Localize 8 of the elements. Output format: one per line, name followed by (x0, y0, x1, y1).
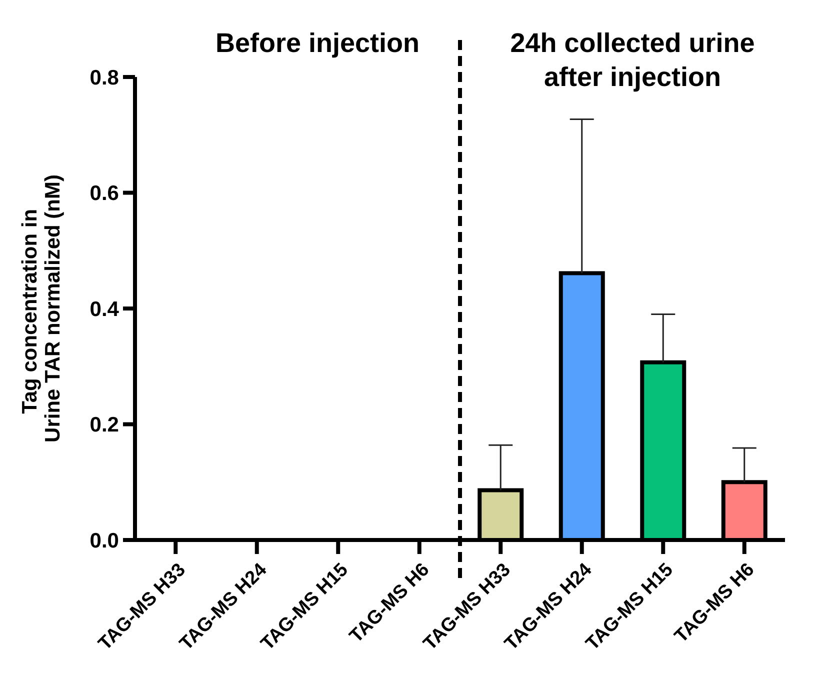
y-tick-label: 0.6 (90, 182, 119, 206)
annotation: 24h collected urine after injection (510, 28, 755, 92)
text: Before injection (215, 28, 420, 58)
y-axis-title: Tag concentration in Urine TAR normalized (nM) (18, 174, 65, 442)
y-tick-label: 0.8 (90, 66, 120, 90)
y-tick-label: 0.0 (90, 529, 119, 552)
y-tick-label: 0.2 (90, 414, 119, 437)
y-tick-label: 0.4 (90, 298, 120, 321)
